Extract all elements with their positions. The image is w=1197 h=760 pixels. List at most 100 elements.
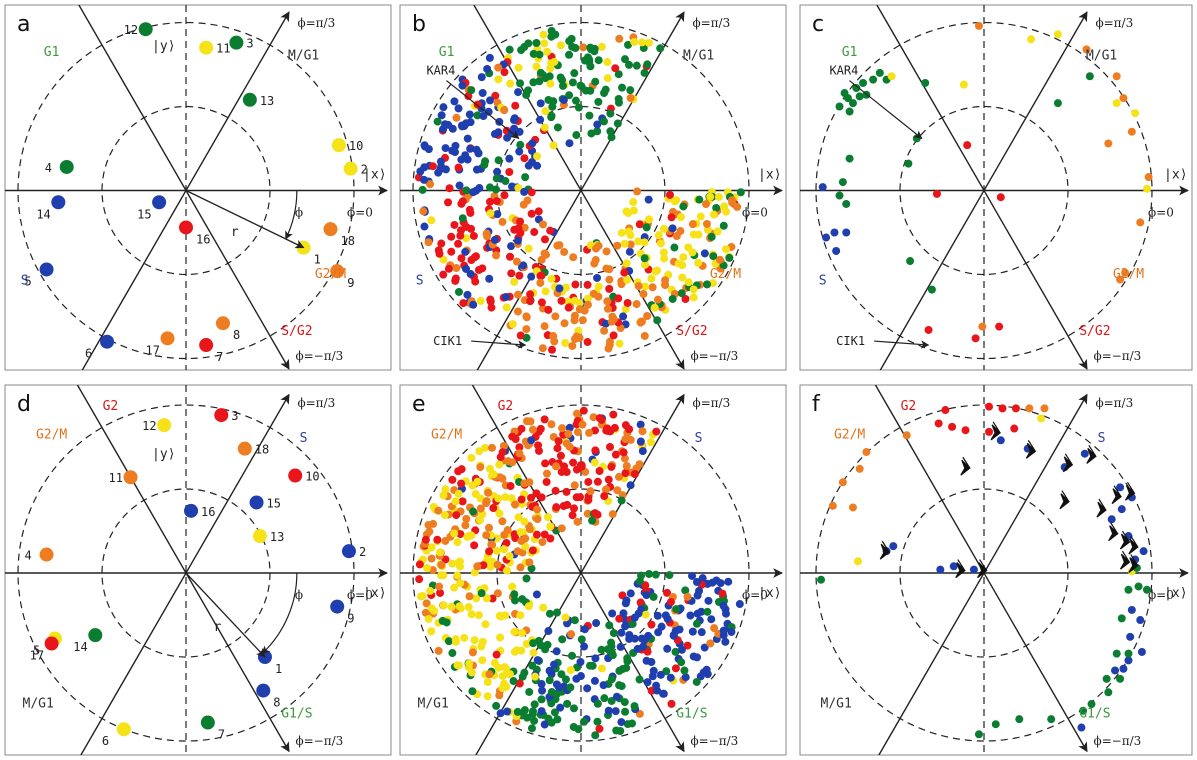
arrowhead-icon [1059, 490, 1070, 510]
data-point [502, 303, 511, 312]
data-point [626, 481, 635, 490]
data-point [640, 331, 649, 340]
data-point [568, 78, 577, 87]
data-point [529, 648, 538, 657]
data-point [533, 656, 542, 665]
data-point [607, 642, 616, 651]
data-point [584, 495, 593, 504]
data-point [462, 186, 471, 195]
data-point [656, 239, 665, 248]
data-point [934, 419, 943, 428]
phi-label: ϕ [295, 588, 303, 602]
radius-vector [185, 572, 266, 658]
data-point [616, 642, 625, 651]
callout-arrow [446, 80, 520, 139]
data-point [663, 614, 672, 623]
data-point [508, 432, 517, 441]
data-point [538, 686, 547, 695]
phi-label-top: ϕ=π/3 [692, 16, 730, 30]
data-point [470, 636, 479, 645]
data-point [654, 231, 663, 240]
data-point [453, 571, 462, 580]
data-point [594, 282, 603, 291]
data-point [511, 500, 520, 509]
point-number: 8 [233, 328, 240, 342]
data-point [651, 267, 660, 276]
data-point [1127, 127, 1136, 136]
data-point [467, 453, 476, 462]
data-point [419, 207, 428, 216]
data-point [536, 278, 545, 287]
r-label: r [214, 620, 222, 635]
data-point [902, 431, 911, 440]
data-point [520, 517, 529, 526]
data-point [215, 316, 230, 331]
data-point [463, 134, 472, 143]
data-point [562, 487, 571, 496]
data-point [229, 35, 244, 50]
data-point [959, 80, 968, 89]
data-point [478, 637, 487, 646]
data-point [671, 647, 680, 656]
data-point [1082, 45, 1091, 54]
data-point [1136, 218, 1145, 227]
phi-label-bottom: ϕ=−π/3 [295, 349, 343, 363]
data-point [519, 528, 528, 537]
data-point [703, 280, 712, 289]
data-point [485, 547, 494, 556]
data-point [567, 34, 576, 43]
point-number: 5 [25, 274, 32, 288]
data-point [532, 590, 541, 599]
y-axis-label: |y⟩ [152, 39, 175, 54]
data-point [542, 250, 551, 259]
data-point [465, 205, 474, 214]
data-point [679, 202, 688, 211]
data-point [611, 450, 620, 459]
data-point [458, 197, 467, 206]
data-point [565, 91, 574, 100]
data-point [835, 191, 844, 200]
data-point [424, 614, 433, 623]
point-number: 4 [45, 161, 52, 175]
data-point [564, 303, 573, 312]
data-point [605, 275, 614, 284]
data-point [541, 107, 550, 116]
data-point [722, 609, 731, 618]
data-point [591, 731, 600, 740]
data-point [572, 131, 581, 140]
data-point [605, 284, 614, 293]
data-point [563, 699, 572, 708]
data-point [418, 592, 427, 601]
data-point [1025, 404, 1034, 413]
data-point [535, 77, 544, 86]
data-point [469, 231, 478, 240]
data-point [634, 237, 643, 246]
data-point [597, 664, 606, 673]
data-point [659, 224, 668, 233]
point-number: 1 [275, 662, 282, 676]
data-point [599, 681, 608, 690]
data-point [652, 427, 661, 436]
data-point [343, 161, 358, 176]
data-point [472, 594, 481, 603]
data-point [530, 228, 539, 237]
data-point [625, 247, 634, 256]
data-point [869, 75, 878, 84]
data-point [436, 588, 445, 597]
data-point [540, 530, 549, 539]
data-point [444, 198, 453, 207]
data-point [532, 62, 541, 71]
data-point [546, 226, 555, 235]
data-point [479, 561, 488, 570]
sector-label: G1/S [281, 706, 312, 721]
data-point [1131, 109, 1140, 118]
data-point [550, 660, 559, 669]
data-point [1107, 515, 1116, 524]
y-axis-label: |y⟩ [152, 447, 175, 462]
data-point [450, 529, 459, 538]
data-point [605, 340, 614, 349]
data-point [482, 594, 491, 603]
data-point [157, 418, 172, 433]
data-point [848, 99, 857, 108]
data-point [464, 603, 473, 612]
